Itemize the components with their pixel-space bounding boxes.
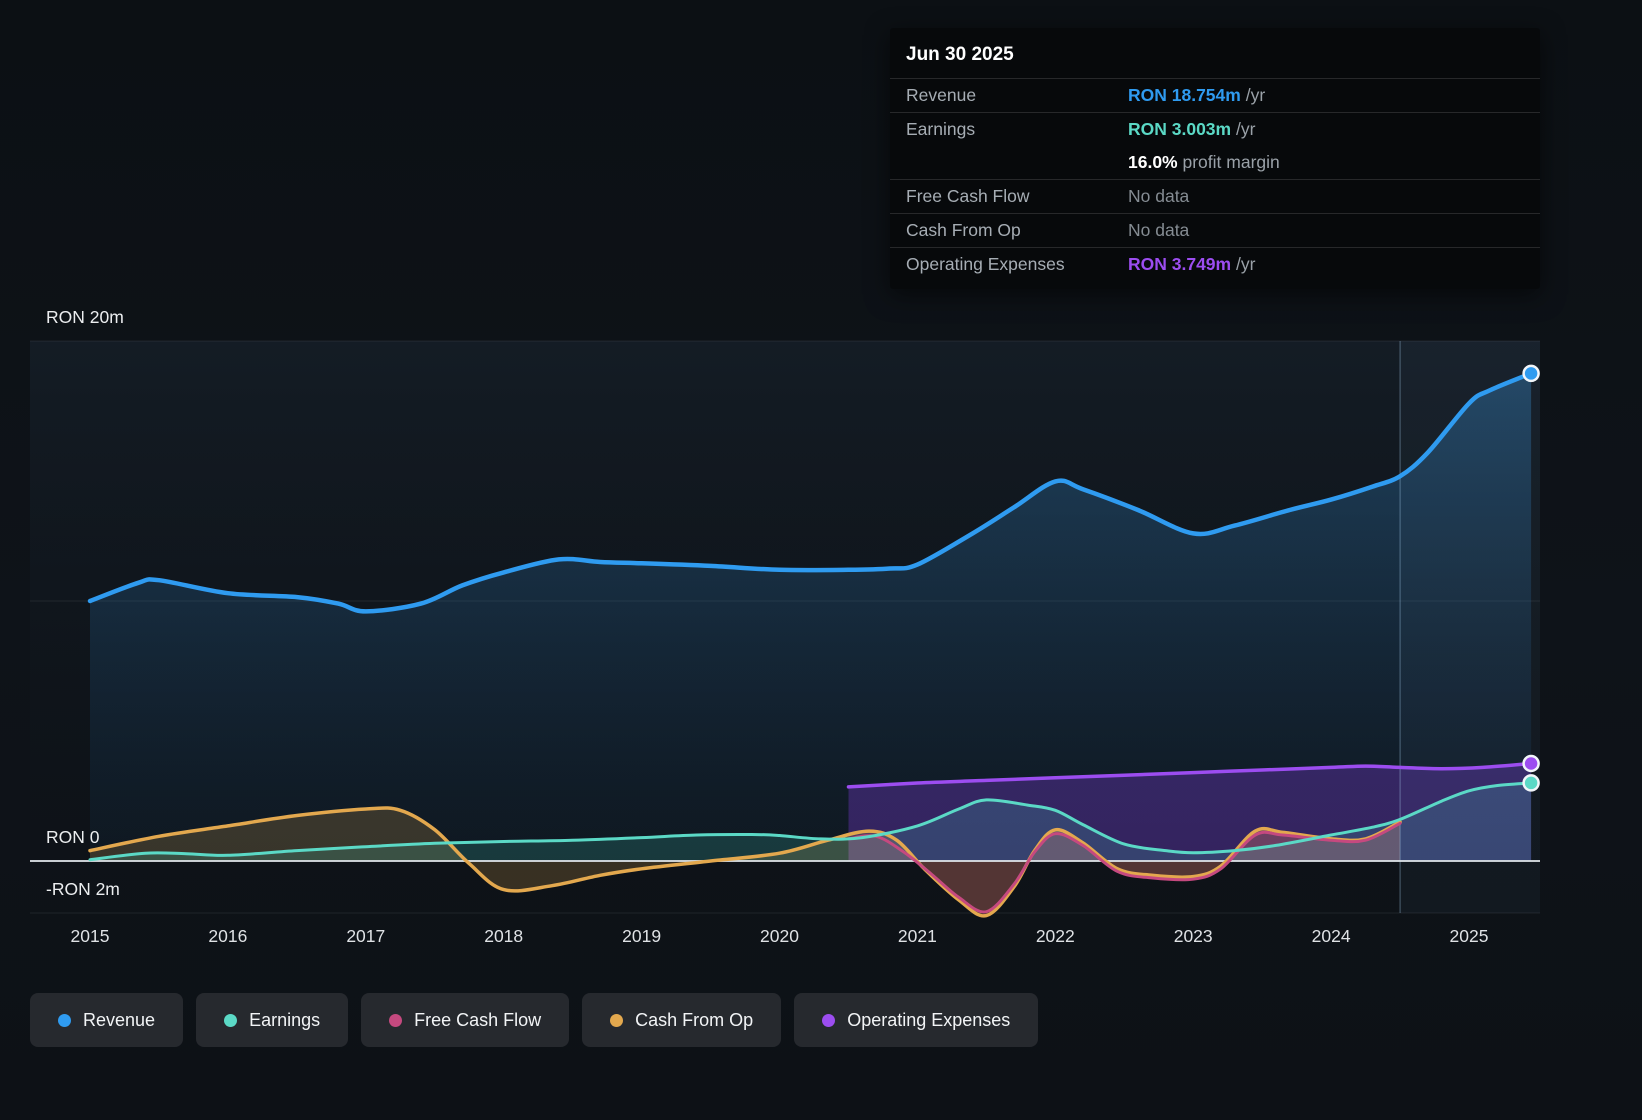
cash_from_op-line <box>88 806 1402 918</box>
tooltip-row-label: Free Cash Flow <box>906 186 1030 206</box>
legend-item-label: Operating Expenses <box>847 1009 1011 1030</box>
free_cash_flow-area <box>848 823 1401 913</box>
operating_expenses-line <box>846 761 1533 789</box>
tooltip-row-value: No data <box>1128 186 1190 206</box>
y-axis-label: RON 20m <box>46 307 124 327</box>
tooltip-row-label: Operating Expenses <box>906 254 1065 274</box>
tooltip-row-suffix: /yr <box>1231 254 1256 274</box>
x-axis-label: 2017 <box>346 926 386 946</box>
tooltip-row-profit-margin: 16.0% profit margin <box>890 146 1540 179</box>
revenue-legend-dot-icon <box>58 1013 71 1027</box>
tooltip-row-value: RON 3.749m /yr <box>1128 254 1256 274</box>
legend-item-operating_expenses[interactable]: Operating Expenses <box>794 993 1039 1047</box>
free_cash_flow-legend-dot-icon <box>389 1013 403 1027</box>
operating_expenses-end-marker <box>1522 754 1540 773</box>
y-axis-label: -RON 2m <box>46 879 120 899</box>
tooltip-row-label: Revenue <box>906 85 977 105</box>
legend-item-revenue[interactable]: Revenue <box>30 993 184 1047</box>
tooltip-row-earnings: Earnings RON 3.003m /yr <box>890 112 1540 146</box>
x-axis-label: 2022 <box>1035 926 1075 946</box>
tooltip-date: Jun 30 2025 <box>906 44 1014 65</box>
tooltip-row-label: Earnings <box>906 119 976 139</box>
tooltip-rows: Revenue RON 18.754m /yr Earnings RON 3.003m… <box>890 78 1540 281</box>
x-axis-label: 2020 <box>760 926 799 946</box>
tooltip-row-revenue: Revenue RON 18.754m /yr <box>890 78 1540 112</box>
earnings-legend-dot-icon <box>224 1013 238 1027</box>
legend-item-label: Revenue <box>83 1009 156 1030</box>
earnings-line <box>88 781 1533 862</box>
x-axis-label: 2018 <box>484 926 524 946</box>
tooltip-row-suffix: profit margin <box>1177 152 1280 172</box>
cash_from_op-legend-dot-icon <box>610 1013 624 1027</box>
tooltip-row-operating-expenses: Operating Expenses RON 3.749m /yr <box>890 247 1540 281</box>
tooltip-row-cash-from-op: Cash From Op No data <box>890 213 1540 247</box>
x-axis-label: 2019 <box>622 926 662 946</box>
legend-item-earnings[interactable]: Earnings <box>196 993 349 1047</box>
legend-item-cash_from_op[interactable]: Cash From Op <box>582 993 782 1047</box>
legend-item-label: Earnings <box>249 1009 321 1030</box>
tooltip-row-suffix: /yr <box>1240 85 1266 105</box>
forecast-band <box>1400 341 1540 913</box>
free_cash_flow-line <box>847 821 1402 914</box>
tooltip-row-value: RON 3.003m /yr <box>1128 119 1256 139</box>
tooltip-row-value: No data <box>1128 220 1190 240</box>
chart-legend: Revenue Earnings Free Cash Flow Cash From O… <box>30 993 1039 1047</box>
legend-item-label: Free Cash Flow <box>414 1009 542 1030</box>
y-axis-label: RON 0 <box>46 827 100 847</box>
chart-tooltip: Jun 30 2025 Revenue RON 18.754m /yr Earnin… <box>890 28 1540 289</box>
legend-item-free_cash_flow[interactable]: Free Cash Flow <box>361 993 570 1047</box>
tooltip-row-value: 16.0% profit margin <box>1128 152 1280 172</box>
revenue-line <box>87 371 1534 614</box>
x-axis-label: 2023 <box>1173 926 1213 946</box>
cash_from_op-area <box>90 808 1401 916</box>
x-axis-label: 2015 <box>70 926 110 946</box>
tooltip-row-value: RON 18.754m /yr <box>1128 85 1266 105</box>
x-axis-label: 2024 <box>1311 926 1351 946</box>
x-axis-label: 2025 <box>1449 926 1489 946</box>
x-axis-label: 2016 <box>208 926 248 946</box>
revenue-area <box>90 373 1532 861</box>
tooltip-row-suffix: /yr <box>1231 119 1256 139</box>
operating_expenses-area <box>848 763 1532 861</box>
legend-item-label: Cash From Op <box>635 1009 754 1030</box>
x-axis-label: 2021 <box>897 926 937 946</box>
operating_expenses-legend-dot-icon <box>822 1013 836 1027</box>
tooltip-row-label: Cash From Op <box>906 220 1021 240</box>
earnings-end-marker <box>1522 774 1540 792</box>
revenue-end-marker <box>1522 364 1540 383</box>
tooltip-row-free-cash-flow: Free Cash Flow No data <box>890 179 1540 213</box>
